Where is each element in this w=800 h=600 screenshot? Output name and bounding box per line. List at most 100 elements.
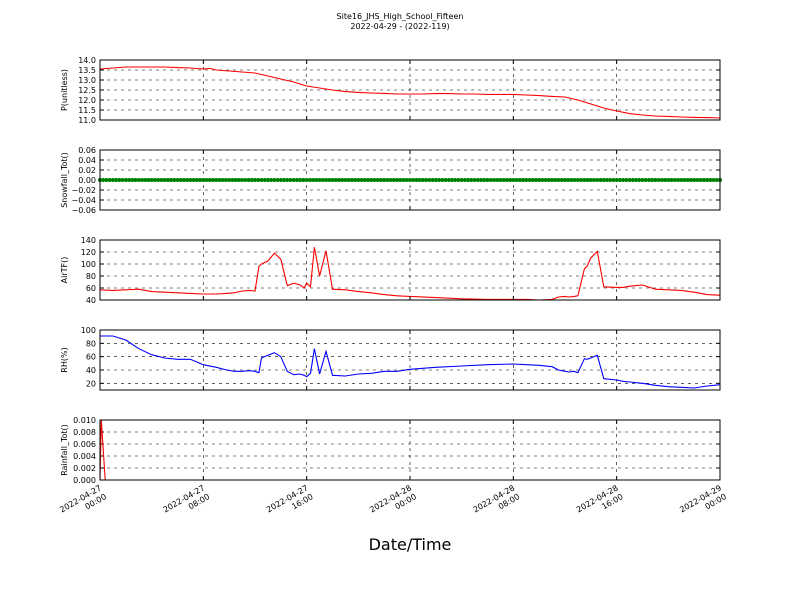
data-point	[637, 178, 642, 182]
data-point	[185, 178, 190, 182]
data-point	[466, 178, 471, 182]
data-point	[198, 178, 203, 182]
data-point	[110, 178, 115, 182]
data-point	[508, 178, 513, 182]
data-point	[349, 178, 354, 182]
data-point	[298, 178, 303, 182]
y-tick-label: 0.006	[73, 440, 96, 449]
data-point	[514, 178, 519, 182]
data-point	[663, 178, 668, 182]
data-point	[669, 178, 674, 182]
data-point	[698, 178, 703, 182]
data-point	[146, 178, 151, 182]
data-point	[650, 178, 655, 182]
data-point	[214, 178, 219, 182]
data-point	[511, 178, 516, 182]
y-tick-label: 60	[86, 284, 96, 293]
data-point	[414, 178, 419, 182]
y-tick-label: 13.5	[78, 66, 96, 75]
panel-3: 40 60 80 100 120 140 AirTF()	[60, 236, 721, 305]
data-point	[217, 178, 222, 182]
data-point	[333, 178, 338, 182]
data-point	[482, 178, 487, 182]
data-point	[230, 178, 235, 182]
panels: 11.011.512.012.513.013.514.0 P(unitless) −…	[60, 56, 722, 485]
data-point	[456, 178, 461, 182]
y-axis-label: P(unitless)	[60, 69, 69, 111]
y-tick-label: 11.5	[78, 106, 96, 115]
y-tick-label: 0.02	[78, 166, 96, 175]
data-series	[99, 66, 721, 119]
data-point	[692, 178, 697, 182]
data-point	[708, 178, 713, 182]
y-tick-label: 120	[81, 248, 96, 257]
data-point	[588, 178, 593, 182]
data-point	[294, 178, 299, 182]
data-point	[437, 178, 442, 182]
data-point	[152, 178, 157, 182]
data-point	[488, 178, 493, 182]
data-point	[417, 178, 422, 182]
data-point	[320, 178, 325, 182]
data-point	[459, 178, 464, 182]
data-series	[98, 178, 722, 182]
y-tick-label: 14.0	[78, 56, 96, 65]
data-point	[272, 178, 277, 182]
data-point	[475, 178, 480, 182]
y-axis-label: RH(%)	[60, 347, 69, 372]
data-point	[159, 178, 164, 182]
y-tick-label: 80	[86, 339, 96, 348]
data-point	[714, 178, 719, 182]
data-point	[469, 178, 474, 182]
data-point	[178, 178, 183, 182]
data-point	[382, 178, 387, 182]
data-point	[579, 178, 584, 182]
y-tick-label: 12.5	[78, 86, 96, 95]
data-point	[107, 178, 112, 182]
y-tick-label: 40	[86, 296, 96, 305]
data-point	[353, 178, 358, 182]
y-axis-label: Snowfall_Tot()	[60, 152, 69, 208]
data-point	[291, 178, 296, 182]
data-point	[404, 178, 409, 182]
data-point	[181, 178, 186, 182]
data-point	[617, 178, 622, 182]
data-point	[491, 178, 496, 182]
data-point	[233, 178, 238, 182]
data-point	[104, 178, 109, 182]
data-point	[498, 178, 503, 182]
data-point	[533, 178, 538, 182]
data-point	[424, 178, 429, 182]
panel-1: 11.011.512.012.513.013.514.0 P(unitless)	[60, 56, 721, 125]
data-point	[117, 178, 122, 182]
y-tick-label: 0.00	[78, 176, 96, 185]
data-point	[527, 178, 532, 182]
data-point	[688, 178, 693, 182]
data-point	[666, 178, 671, 182]
data-point	[388, 178, 393, 182]
data-point	[430, 178, 435, 182]
data-point	[443, 178, 448, 182]
data-point	[275, 178, 280, 182]
data-point	[130, 178, 135, 182]
data-point	[676, 178, 681, 182]
data-point	[191, 178, 196, 182]
data-point	[282, 178, 287, 182]
data-point	[643, 178, 648, 182]
y-tick-label: 12.0	[78, 96, 96, 105]
data-point	[653, 178, 658, 182]
data-point	[427, 178, 432, 182]
data-point	[559, 178, 564, 182]
data-point	[537, 178, 542, 182]
data-point	[624, 178, 629, 182]
data-point	[253, 178, 257, 182]
data-point	[249, 178, 254, 182]
data-point	[317, 178, 322, 182]
data-point	[194, 178, 199, 182]
data-point	[256, 178, 261, 182]
data-point	[659, 178, 664, 182]
data-point	[592, 178, 597, 182]
data-point	[211, 178, 216, 182]
y-tick-label: 0.000	[73, 476, 96, 485]
data-point	[262, 178, 267, 182]
